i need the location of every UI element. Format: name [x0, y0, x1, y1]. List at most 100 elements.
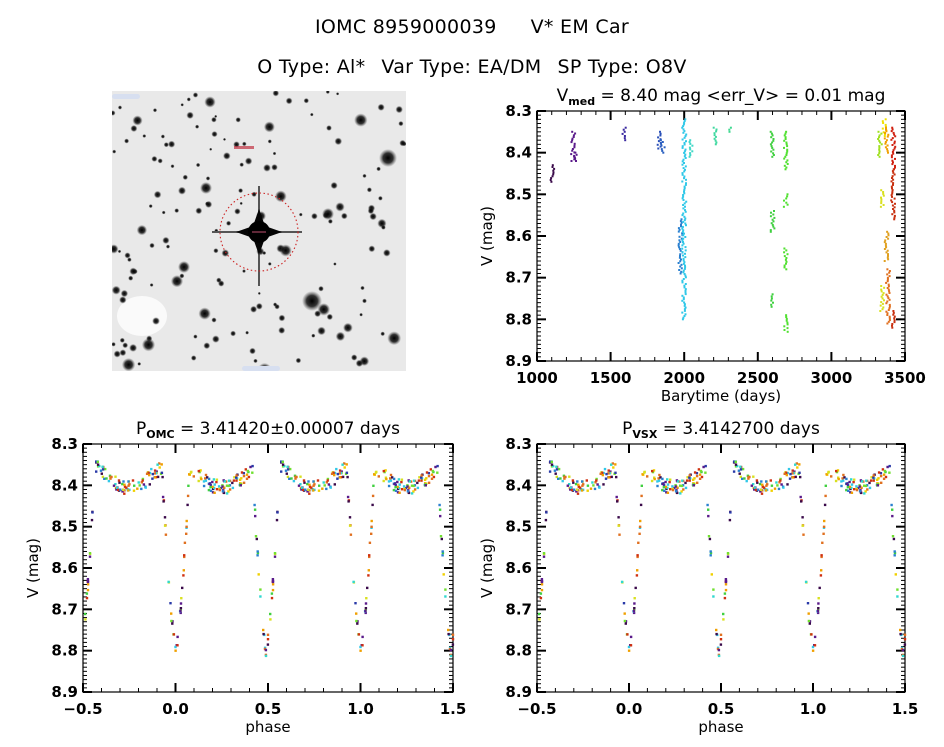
data-point — [683, 141, 686, 144]
data-point — [681, 247, 684, 250]
data-point — [330, 472, 334, 475]
finder-star — [257, 291, 261, 295]
data-point — [783, 266, 786, 269]
data-point — [876, 484, 880, 487]
finder-bright-star — [322, 208, 334, 220]
data-point — [634, 586, 637, 590]
x-tick-label: −0.5 — [63, 700, 102, 718]
data-point — [882, 477, 886, 480]
data-point — [121, 482, 124, 486]
finder-star — [212, 335, 220, 343]
data-point — [333, 473, 336, 477]
finder-star — [205, 200, 213, 208]
data-point — [894, 145, 897, 148]
data-point — [713, 134, 716, 137]
data-point — [641, 473, 644, 476]
data-point — [679, 220, 682, 223]
data-point — [683, 185, 686, 188]
data-point — [679, 241, 682, 243]
data-point — [623, 612, 626, 615]
data-point — [684, 205, 686, 208]
data-point — [430, 473, 434, 476]
data-point — [551, 164, 554, 167]
data-point — [683, 143, 686, 146]
data-point — [786, 327, 789, 330]
data-point — [817, 597, 820, 600]
data-point — [773, 216, 776, 219]
data-point — [679, 255, 681, 257]
finder-star — [327, 218, 333, 224]
data-point — [683, 303, 686, 306]
data-point — [679, 484, 682, 487]
data-point — [575, 160, 577, 162]
data-point — [299, 483, 302, 486]
finder-star — [205, 176, 211, 181]
data-point — [888, 464, 891, 468]
y-tick-label: 8.3 — [505, 102, 532, 120]
data-point — [784, 155, 787, 158]
data-point — [788, 477, 792, 480]
data-point — [783, 255, 786, 258]
finder-star — [180, 103, 184, 107]
data-point — [101, 465, 104, 468]
data-point — [624, 126, 627, 129]
data-point — [288, 477, 291, 480]
data-point — [682, 207, 685, 210]
data-point — [442, 573, 445, 576]
data-point — [251, 464, 254, 468]
data-point — [860, 491, 863, 495]
data-point — [264, 654, 268, 658]
data-point — [570, 153, 573, 156]
data-point — [709, 551, 713, 555]
data-point — [786, 145, 789, 148]
data-point — [695, 474, 699, 478]
data-point — [752, 483, 755, 486]
finder-star — [263, 164, 271, 172]
data-point — [553, 167, 556, 170]
data-point — [109, 475, 112, 479]
x-tick-label: 1.5 — [892, 700, 919, 718]
data-point — [357, 633, 361, 636]
data-point — [427, 472, 430, 475]
data-point — [893, 554, 896, 557]
data-point — [659, 139, 662, 142]
y-tick-label: 8.9 — [51, 683, 78, 701]
data-point — [824, 484, 827, 487]
data-point — [892, 537, 896, 541]
finder-star — [211, 116, 217, 123]
data-point — [893, 211, 896, 214]
data-point — [610, 463, 613, 466]
data-point — [346, 475, 349, 479]
data-point — [658, 473, 661, 477]
data-point — [681, 232, 684, 235]
data-point — [609, 470, 612, 473]
data-point — [704, 471, 707, 474]
y-tick-label: 8.9 — [505, 683, 532, 701]
data-point — [657, 477, 660, 480]
y-axis-label: V (mag) — [478, 538, 496, 598]
data-point — [231, 486, 235, 490]
data-point — [341, 475, 345, 479]
data-point — [747, 475, 750, 479]
finder-star — [153, 190, 162, 199]
data-point — [775, 481, 778, 484]
data-point — [212, 478, 216, 481]
data-point — [327, 483, 331, 486]
data-point — [632, 609, 636, 613]
data-point — [674, 490, 678, 493]
data-point — [679, 492, 682, 495]
data-point — [639, 519, 642, 523]
data-point — [899, 632, 902, 636]
data-point — [880, 290, 883, 293]
data-point — [88, 552, 92, 555]
data-point — [893, 142, 896, 145]
data-point — [573, 155, 576, 158]
data-point — [717, 648, 721, 652]
data-point — [427, 481, 431, 484]
x-tick-label: 1.0 — [347, 700, 374, 718]
data-point — [338, 472, 341, 475]
data-point — [262, 628, 265, 632]
data-point — [682, 298, 685, 301]
finder-star — [113, 350, 121, 358]
data-point — [596, 483, 599, 486]
